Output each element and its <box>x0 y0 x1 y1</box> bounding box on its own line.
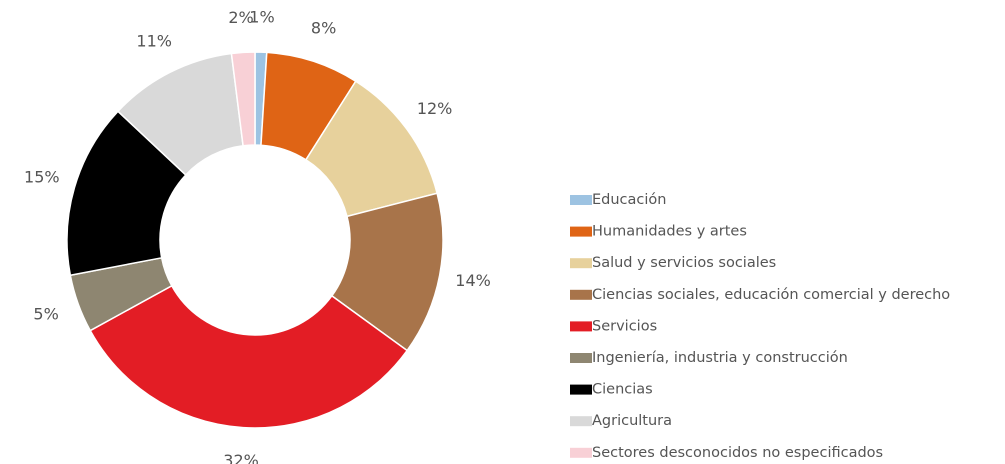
legend-label: Humanidades y artes <box>592 224 747 240</box>
legend-label: Educación <box>592 192 666 208</box>
slice-label: 12% <box>417 99 453 118</box>
legend-label: Ciencias <box>592 382 653 398</box>
legend-swatch <box>570 226 592 237</box>
legend-label: Agricultura <box>592 413 672 429</box>
legend-swatch <box>570 321 592 332</box>
slice-label: 8% <box>311 18 336 37</box>
legend-swatch <box>570 195 592 205</box>
legend-swatch <box>570 258 592 269</box>
legend-label: Ciencias sociales, educación comercial y… <box>592 287 950 303</box>
legend-swatch <box>570 353 592 363</box>
legend-label: Servicios <box>592 318 657 334</box>
donut-slice <box>89 284 409 429</box>
slice-label: 14% <box>455 271 491 290</box>
slice-label: 5% <box>33 305 58 324</box>
slice-label: 32% <box>223 451 259 464</box>
slice-label: 15% <box>24 168 60 187</box>
legend-label: Sectores desconocidos no especificados <box>592 445 883 461</box>
slice-label: 1% <box>249 8 274 27</box>
slice-label: 11% <box>136 32 172 51</box>
legend-swatch <box>570 289 592 300</box>
legend-swatch <box>570 447 592 458</box>
legend-label: Ingeniería, industria y construcción <box>592 350 848 366</box>
legend-swatch <box>570 384 592 395</box>
legend-label: Salud y servicios sociales <box>592 255 776 271</box>
slice-label: 2% <box>228 8 253 27</box>
donut-slice <box>230 51 256 147</box>
legend-swatch <box>570 416 592 427</box>
